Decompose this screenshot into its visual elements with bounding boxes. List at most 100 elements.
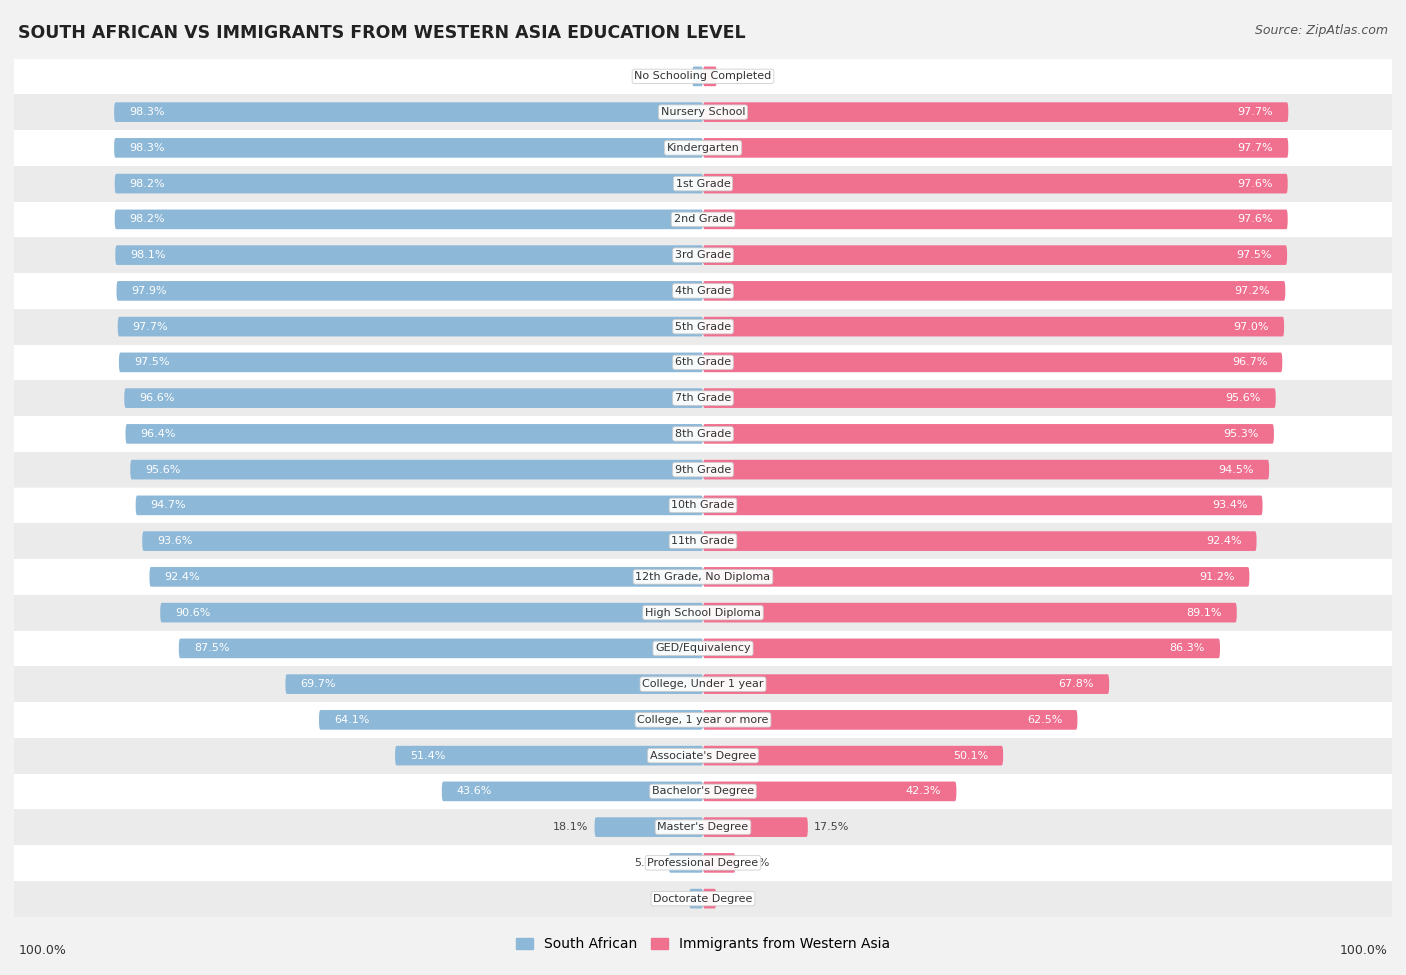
Bar <box>14 880 1392 916</box>
FancyBboxPatch shape <box>703 853 735 873</box>
Bar <box>14 845 1392 880</box>
Text: 5.7%: 5.7% <box>634 858 662 868</box>
FancyBboxPatch shape <box>114 102 703 122</box>
FancyBboxPatch shape <box>703 603 1237 622</box>
Bar <box>14 130 1392 166</box>
FancyBboxPatch shape <box>703 353 1282 372</box>
Text: 97.6%: 97.6% <box>1237 178 1272 188</box>
Text: Professional Degree: Professional Degree <box>647 858 759 868</box>
FancyBboxPatch shape <box>703 174 1288 193</box>
Text: 1.8%: 1.8% <box>658 71 686 81</box>
Text: 2nd Grade: 2nd Grade <box>673 214 733 224</box>
Text: 94.7%: 94.7% <box>150 500 186 510</box>
Text: 12th Grade, No Diploma: 12th Grade, No Diploma <box>636 572 770 582</box>
Bar <box>14 58 1392 95</box>
Text: 5th Grade: 5th Grade <box>675 322 731 332</box>
Text: Bachelor's Degree: Bachelor's Degree <box>652 787 754 797</box>
Bar <box>14 559 1392 595</box>
Bar <box>14 166 1392 202</box>
FancyBboxPatch shape <box>703 889 716 909</box>
FancyBboxPatch shape <box>689 889 703 909</box>
Text: 50.1%: 50.1% <box>953 751 988 760</box>
Text: 2.2%: 2.2% <box>723 894 751 904</box>
FancyBboxPatch shape <box>135 495 703 515</box>
FancyBboxPatch shape <box>703 460 1270 480</box>
Text: 97.0%: 97.0% <box>1233 322 1270 332</box>
Bar <box>14 451 1392 488</box>
Text: 97.5%: 97.5% <box>1237 251 1272 260</box>
Text: Kindergarten: Kindergarten <box>666 143 740 153</box>
Text: 89.1%: 89.1% <box>1187 607 1222 617</box>
Text: 96.4%: 96.4% <box>141 429 176 439</box>
Text: 98.1%: 98.1% <box>131 251 166 260</box>
Text: 94.5%: 94.5% <box>1219 465 1254 475</box>
Bar <box>14 95 1392 130</box>
FancyBboxPatch shape <box>703 66 717 86</box>
FancyBboxPatch shape <box>703 246 1286 265</box>
FancyBboxPatch shape <box>703 639 1220 658</box>
FancyBboxPatch shape <box>142 531 703 551</box>
Text: 18.1%: 18.1% <box>553 822 589 832</box>
Text: 97.2%: 97.2% <box>1234 286 1271 295</box>
Text: 98.3%: 98.3% <box>129 143 165 153</box>
Bar <box>14 344 1392 380</box>
Text: 4th Grade: 4th Grade <box>675 286 731 295</box>
Text: High School Diploma: High School Diploma <box>645 607 761 617</box>
Bar <box>14 773 1392 809</box>
Text: 86.3%: 86.3% <box>1170 644 1205 653</box>
Text: Nursery School: Nursery School <box>661 107 745 117</box>
Text: Master's Degree: Master's Degree <box>658 822 748 832</box>
Text: 98.3%: 98.3% <box>129 107 165 117</box>
FancyBboxPatch shape <box>124 388 703 408</box>
Text: College, 1 year or more: College, 1 year or more <box>637 715 769 724</box>
Bar <box>14 237 1392 273</box>
Text: 8th Grade: 8th Grade <box>675 429 731 439</box>
FancyBboxPatch shape <box>115 246 703 265</box>
Text: 90.6%: 90.6% <box>176 607 211 617</box>
Bar <box>14 738 1392 773</box>
Text: No Schooling Completed: No Schooling Completed <box>634 71 772 81</box>
Text: GED/Equivalency: GED/Equivalency <box>655 644 751 653</box>
Text: 97.6%: 97.6% <box>1237 214 1272 224</box>
Bar <box>14 488 1392 524</box>
Text: 62.5%: 62.5% <box>1026 715 1063 724</box>
Text: SOUTH AFRICAN VS IMMIGRANTS FROM WESTERN ASIA EDUCATION LEVEL: SOUTH AFRICAN VS IMMIGRANTS FROM WESTERN… <box>18 24 747 42</box>
FancyBboxPatch shape <box>117 281 703 300</box>
Text: 91.2%: 91.2% <box>1199 572 1234 582</box>
FancyBboxPatch shape <box>692 66 703 86</box>
Text: 95.6%: 95.6% <box>1226 393 1261 403</box>
FancyBboxPatch shape <box>114 138 703 158</box>
FancyBboxPatch shape <box>703 495 1263 515</box>
FancyBboxPatch shape <box>395 746 703 765</box>
FancyBboxPatch shape <box>703 675 1109 694</box>
Text: 92.4%: 92.4% <box>1206 536 1241 546</box>
Text: 98.2%: 98.2% <box>129 214 166 224</box>
FancyBboxPatch shape <box>319 710 703 729</box>
FancyBboxPatch shape <box>160 603 703 622</box>
FancyBboxPatch shape <box>703 424 1274 444</box>
Text: 6th Grade: 6th Grade <box>675 358 731 368</box>
Text: 67.8%: 67.8% <box>1059 680 1094 689</box>
Text: 93.6%: 93.6% <box>157 536 193 546</box>
Legend: South African, Immigrants from Western Asia: South African, Immigrants from Western A… <box>510 932 896 956</box>
Bar <box>14 809 1392 845</box>
Text: 11th Grade: 11th Grade <box>672 536 734 546</box>
FancyBboxPatch shape <box>703 210 1288 229</box>
FancyBboxPatch shape <box>703 567 1250 587</box>
FancyBboxPatch shape <box>131 460 703 480</box>
Bar <box>14 273 1392 309</box>
Text: 97.9%: 97.9% <box>132 286 167 295</box>
Bar <box>14 666 1392 702</box>
Text: 100.0%: 100.0% <box>18 944 66 957</box>
Text: Associate's Degree: Associate's Degree <box>650 751 756 760</box>
Bar <box>14 416 1392 451</box>
Text: 17.5%: 17.5% <box>814 822 849 832</box>
FancyBboxPatch shape <box>120 353 703 372</box>
Bar <box>14 202 1392 237</box>
Text: 87.5%: 87.5% <box>194 644 229 653</box>
FancyBboxPatch shape <box>703 138 1288 158</box>
FancyBboxPatch shape <box>669 853 703 873</box>
Text: 64.1%: 64.1% <box>335 715 370 724</box>
Bar <box>14 595 1392 631</box>
Text: 96.6%: 96.6% <box>139 393 174 403</box>
